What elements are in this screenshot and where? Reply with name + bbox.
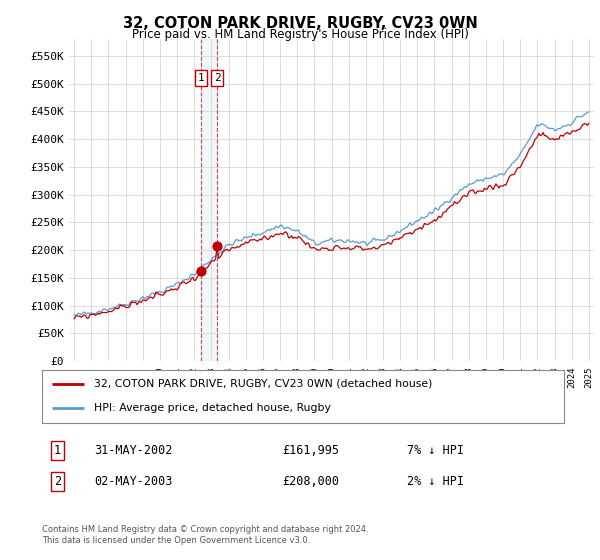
Text: 2% ↓ HPI: 2% ↓ HPI — [407, 475, 464, 488]
Text: 31-MAY-2002: 31-MAY-2002 — [94, 444, 173, 457]
Text: £161,995: £161,995 — [282, 444, 339, 457]
Bar — [201, 39, 217, 361]
Text: HPI: Average price, detached house, Rugby: HPI: Average price, detached house, Rugb… — [94, 403, 331, 413]
Text: This data is licensed under the Open Government Licence v3.0.: This data is licensed under the Open Gov… — [42, 536, 310, 545]
Text: 32, COTON PARK DRIVE, RUGBY, CV23 0WN (detached house): 32, COTON PARK DRIVE, RUGBY, CV23 0WN (d… — [94, 379, 433, 389]
Point — [212, 241, 222, 250]
Text: 32, COTON PARK DRIVE, RUGBY, CV23 0WN: 32, COTON PARK DRIVE, RUGBY, CV23 0WN — [122, 16, 478, 31]
Text: 7% ↓ HPI: 7% ↓ HPI — [407, 444, 464, 457]
Text: Price paid vs. HM Land Registry's House Price Index (HPI): Price paid vs. HM Land Registry's House … — [131, 28, 469, 41]
Text: Contains HM Land Registry data © Crown copyright and database right 2024.: Contains HM Land Registry data © Crown c… — [42, 525, 368, 534]
Text: £208,000: £208,000 — [282, 475, 339, 488]
Text: 2: 2 — [214, 73, 220, 83]
Text: 1: 1 — [198, 73, 205, 83]
Text: 1: 1 — [54, 444, 61, 457]
Text: 02-MAY-2003: 02-MAY-2003 — [94, 475, 173, 488]
Text: 2: 2 — [54, 475, 61, 488]
Point — [196, 267, 206, 276]
